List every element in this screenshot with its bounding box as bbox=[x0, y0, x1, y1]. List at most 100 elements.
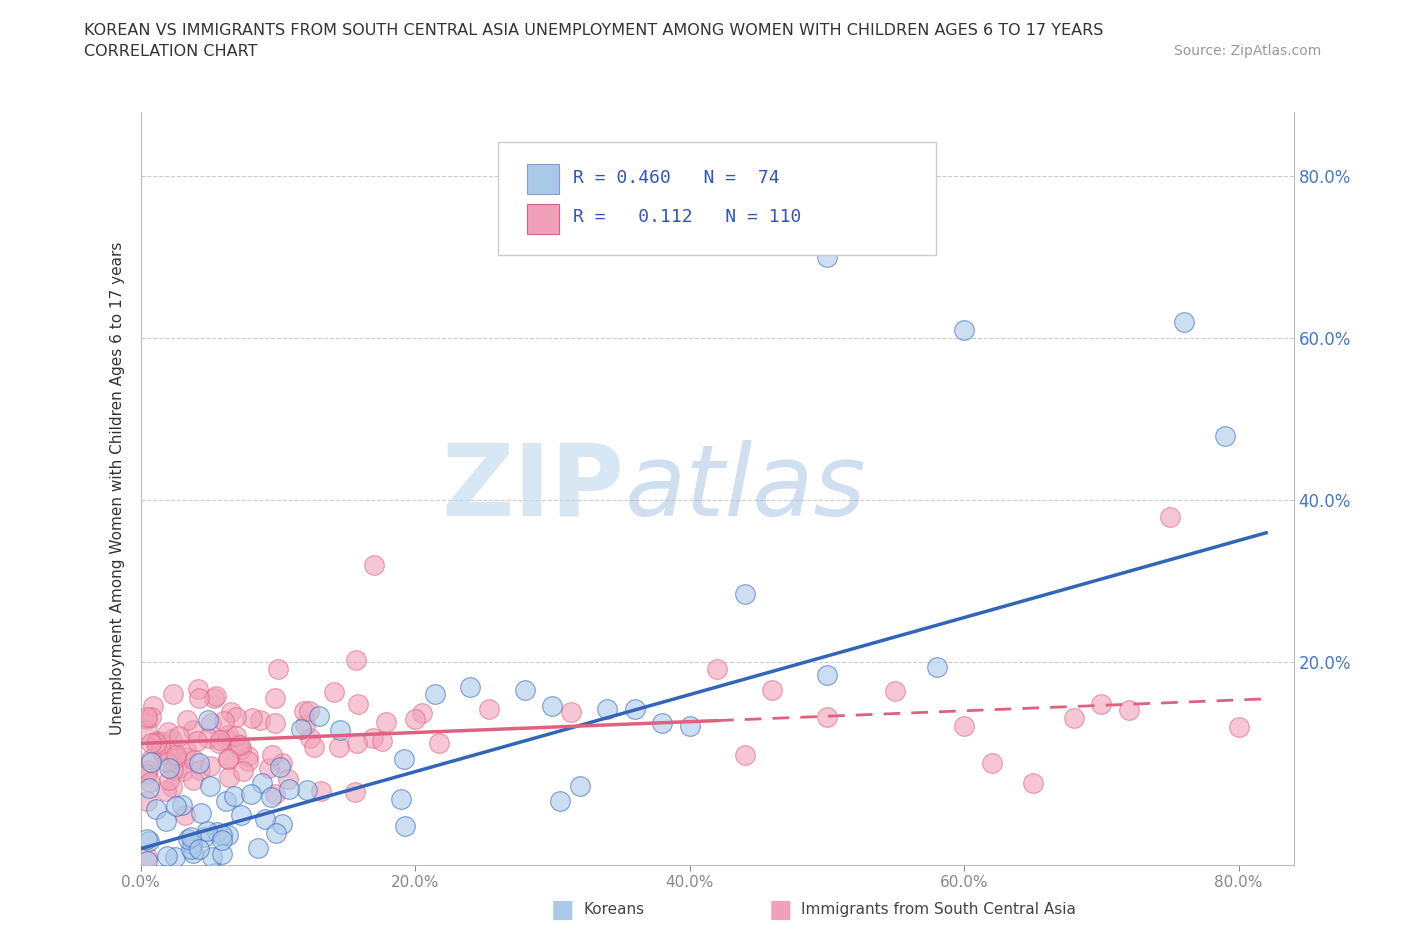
Point bbox=[172, 764, 194, 778]
Point bbox=[815, 710, 838, 724]
Point bbox=[260, 748, 283, 763]
Point bbox=[247, 841, 270, 856]
Point bbox=[295, 782, 318, 797]
Point bbox=[290, 722, 312, 737]
Point bbox=[136, 766, 159, 781]
Point bbox=[155, 783, 177, 798]
Point bbox=[231, 808, 253, 823]
Point bbox=[229, 737, 252, 752]
Point bbox=[217, 732, 239, 747]
Point bbox=[180, 836, 202, 851]
Point bbox=[232, 764, 254, 778]
Point bbox=[560, 705, 582, 720]
Point bbox=[188, 691, 211, 706]
Point bbox=[195, 823, 218, 838]
Point bbox=[884, 684, 907, 699]
Point bbox=[187, 682, 209, 697]
Point bbox=[277, 771, 299, 786]
Text: ZIP: ZIP bbox=[441, 440, 624, 537]
Point bbox=[212, 713, 235, 728]
Point bbox=[136, 853, 159, 868]
Point bbox=[292, 703, 315, 718]
Point bbox=[180, 842, 202, 857]
Point bbox=[264, 787, 287, 802]
Point bbox=[250, 776, 273, 790]
Point bbox=[170, 797, 193, 812]
Point bbox=[264, 715, 287, 730]
Point bbox=[222, 789, 245, 804]
Point bbox=[231, 742, 253, 757]
Point bbox=[568, 778, 591, 793]
Point bbox=[260, 790, 283, 804]
Point bbox=[174, 743, 197, 758]
Point bbox=[249, 712, 271, 727]
Point bbox=[678, 719, 700, 734]
Point bbox=[181, 845, 204, 860]
Point bbox=[190, 882, 212, 897]
Point bbox=[149, 734, 172, 749]
Point bbox=[344, 652, 367, 667]
Point bbox=[156, 754, 179, 769]
Point bbox=[225, 710, 247, 724]
FancyBboxPatch shape bbox=[498, 141, 936, 255]
Point bbox=[197, 731, 219, 746]
Point bbox=[145, 736, 167, 751]
Point bbox=[142, 698, 165, 713]
Point bbox=[165, 747, 187, 762]
Point bbox=[152, 747, 174, 762]
Point bbox=[201, 850, 224, 865]
Point bbox=[193, 830, 215, 844]
Point bbox=[211, 828, 233, 843]
Point bbox=[815, 668, 838, 683]
Point bbox=[308, 709, 330, 724]
Point bbox=[160, 779, 183, 794]
Text: ■: ■ bbox=[551, 897, 574, 922]
Point bbox=[240, 787, 263, 802]
Bar bbox=[527, 204, 560, 233]
Point bbox=[298, 730, 321, 745]
Point bbox=[761, 683, 783, 698]
Point bbox=[157, 773, 180, 788]
Point bbox=[596, 701, 619, 716]
Point bbox=[136, 882, 159, 897]
Point bbox=[270, 817, 292, 831]
Point bbox=[183, 752, 205, 767]
Point bbox=[226, 737, 249, 751]
Point bbox=[478, 701, 501, 716]
Point bbox=[328, 739, 350, 754]
Point bbox=[152, 877, 174, 892]
Point bbox=[343, 785, 366, 800]
Point bbox=[186, 734, 208, 749]
Point bbox=[145, 737, 167, 752]
Point bbox=[236, 749, 259, 764]
Point bbox=[302, 739, 325, 754]
Point bbox=[322, 684, 344, 699]
Point bbox=[953, 719, 976, 734]
Point bbox=[1173, 314, 1195, 329]
Point bbox=[1063, 711, 1085, 725]
Point bbox=[392, 751, 415, 766]
Point bbox=[167, 729, 190, 744]
Point bbox=[389, 791, 412, 806]
Point bbox=[1118, 702, 1140, 717]
Point bbox=[174, 808, 197, 823]
Point bbox=[361, 730, 384, 745]
Point bbox=[139, 736, 162, 751]
Text: R = 0.460   N =  74: R = 0.460 N = 74 bbox=[574, 169, 779, 187]
Point bbox=[363, 558, 385, 573]
Point bbox=[176, 712, 198, 727]
Point bbox=[202, 690, 225, 705]
Point bbox=[1213, 428, 1236, 443]
Text: CORRELATION CHART: CORRELATION CHART bbox=[84, 44, 257, 59]
Point bbox=[160, 732, 183, 747]
Point bbox=[208, 733, 231, 748]
Point bbox=[548, 793, 571, 808]
Point bbox=[375, 714, 398, 729]
Point bbox=[214, 793, 236, 808]
Point bbox=[145, 801, 167, 816]
Point bbox=[162, 763, 184, 777]
Point bbox=[136, 763, 159, 777]
Point bbox=[165, 799, 187, 814]
Text: R =   0.112   N = 110: R = 0.112 N = 110 bbox=[574, 208, 801, 226]
Point bbox=[1159, 509, 1181, 524]
